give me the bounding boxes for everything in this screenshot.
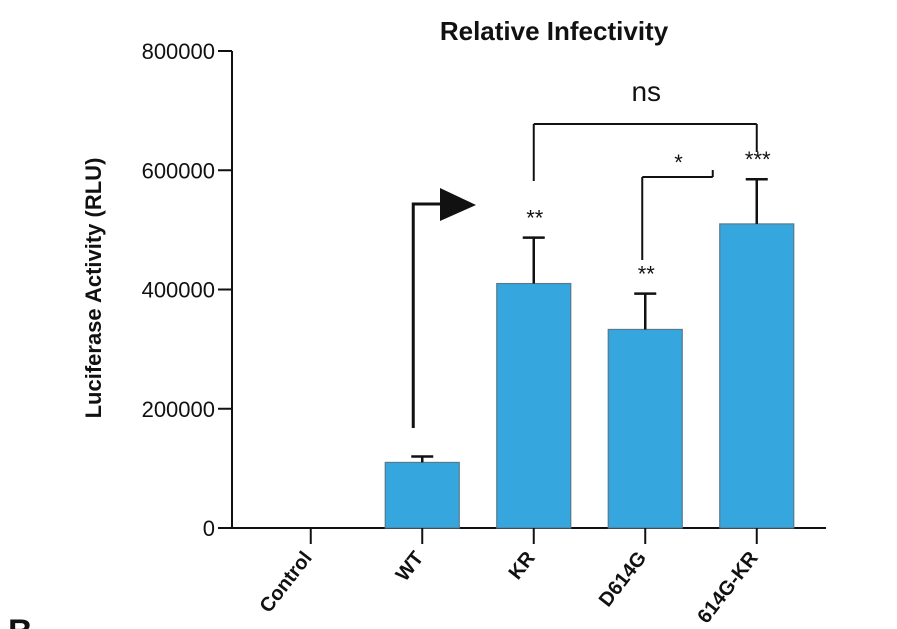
- comparison-label: *: [674, 150, 683, 175]
- bars: [384, 223, 795, 529]
- x-tick-label: WT: [392, 548, 428, 586]
- y-tick-label: 0: [203, 516, 215, 541]
- bar: [607, 328, 683, 529]
- annotation-arrow: [411, 188, 476, 428]
- y-tick-label: 800000: [142, 39, 215, 64]
- y-ticks: 0 200000 400000 600000 800000: [142, 39, 232, 541]
- arrow-head: [440, 188, 476, 221]
- significance-marks: *******: [526, 147, 771, 286]
- bar: [719, 223, 795, 529]
- x-tick-label: Control: [256, 548, 317, 618]
- error-bars: [411, 177, 768, 463]
- significance-label: **: [638, 262, 656, 287]
- x-tick-label: D614G: [595, 548, 651, 611]
- comparison-brackets: ns *: [532, 76, 758, 260]
- y-axis-label: Luciferase Activity (RLU): [81, 158, 106, 419]
- significance-label: **: [526, 206, 544, 231]
- x-tick-label: KR: [505, 547, 540, 584]
- y-tick-label: 400000: [142, 278, 215, 303]
- y-tick-label: 200000: [142, 397, 215, 422]
- y-tick-label: 600000: [142, 158, 215, 183]
- significance-label: ***: [745, 147, 771, 172]
- x-tick-label: 614G-KR: [693, 547, 763, 628]
- x-ticks: Control WT KR D614G 614G-KR: [256, 528, 763, 628]
- bar: [384, 461, 460, 529]
- bar: [496, 282, 572, 529]
- chart-title: Relative Infectivity: [440, 16, 669, 46]
- comparison-label: ns: [631, 76, 661, 107]
- arrow-shaft: [411, 202, 442, 428]
- panel-letter: B: [8, 613, 33, 629]
